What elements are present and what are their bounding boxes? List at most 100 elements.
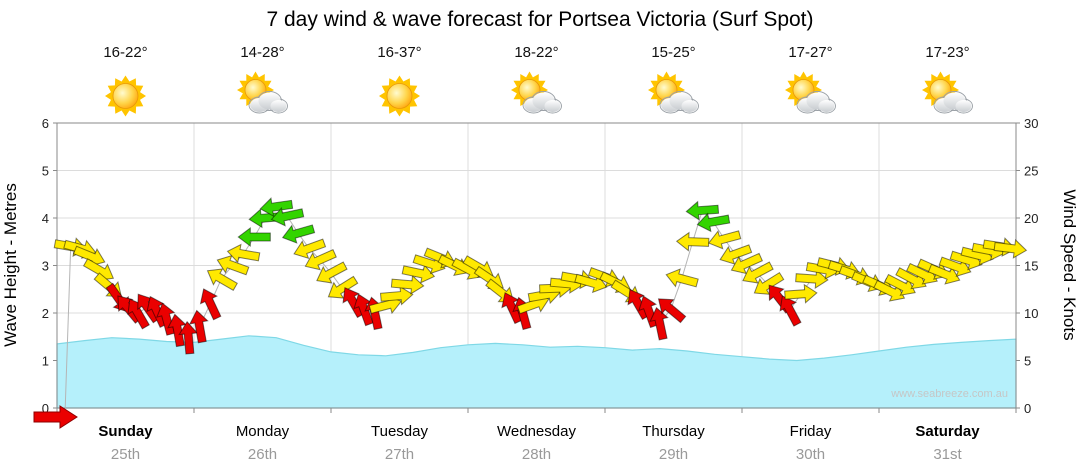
- sun-cloud-icon: [922, 71, 973, 114]
- wind-arrow-glyph: [696, 212, 731, 233]
- sun-disc: [112, 83, 139, 109]
- wind-arrow: [390, 274, 425, 295]
- wind-arrow-glyph: [199, 288, 222, 321]
- wind-arrow: [270, 207, 305, 227]
- wind-arrow: [675, 231, 710, 252]
- wind-arrow-glyph: [226, 243, 261, 264]
- day-date-label: 30th: [796, 446, 825, 463]
- wind-arrow-glyph: [270, 207, 305, 227]
- day-date-label: 29th: [659, 446, 688, 463]
- day-temp-range: 16-37°: [377, 44, 421, 61]
- sun-icon: [105, 75, 146, 117]
- y-right-tick-label: 10: [1024, 306, 1038, 321]
- day-temp-range: 17-27°: [788, 44, 832, 61]
- wind-arrow-glyph: [281, 224, 316, 244]
- wind-arrow-glyph: [675, 231, 710, 252]
- day-temp-range: 14-28°: [240, 44, 284, 61]
- sun-cloud-icon: [785, 71, 836, 114]
- cloud-puff: [681, 100, 698, 112]
- day-name-label: Monday: [236, 423, 290, 440]
- wind-arrow-glyph: [304, 248, 337, 271]
- wind-arrow-glyph: [665, 268, 699, 288]
- y-left-tick-label: 4: [42, 211, 49, 226]
- wind-arrow: [327, 275, 359, 299]
- wind-arrow: [657, 298, 687, 324]
- sun-icon: [379, 75, 420, 117]
- wind-arrow: [316, 261, 348, 284]
- wind-arrow: [281, 224, 316, 244]
- chart-title: 7 day wind & wave forecast for Portsea V…: [266, 8, 813, 31]
- wind-arrow: [993, 238, 1028, 259]
- y-right-tick-label: 25: [1024, 164, 1038, 179]
- y-right-tick-label: 15: [1024, 259, 1038, 274]
- day-name-label: Thursday: [642, 423, 705, 440]
- day-temp-range: 18-22°: [514, 44, 558, 61]
- x-axis: Sunday 25th Monday 26th Tuesday 27th Wednesday…: [56, 408, 1017, 463]
- day-date-label: 31st: [933, 446, 962, 463]
- y-left-tick-label: 5: [42, 164, 49, 179]
- wind-arrow-glyph: [316, 261, 348, 284]
- wind-arrow-glyph: [216, 254, 250, 276]
- day-temp-range: 15-25°: [651, 44, 695, 61]
- wind-arrow: [237, 227, 271, 247]
- wind-arrow-glyph: [784, 283, 818, 304]
- day-date-label: 25th: [111, 446, 140, 463]
- wind-arrow-glyph: [707, 230, 742, 250]
- wind-arrow-glyph: [327, 275, 359, 299]
- day-name-label: Sunday: [98, 423, 153, 440]
- y-right-tick-label: 5: [1024, 354, 1031, 369]
- day-name-label: Tuesday: [371, 423, 428, 440]
- wind-arrow-glyph: [742, 261, 774, 284]
- wind-arrow-glyph: [657, 298, 687, 324]
- y-left-tick-label: 2: [42, 306, 49, 321]
- current-time-arrow-glyph: [33, 405, 78, 429]
- wind-arrow: [719, 244, 753, 265]
- wind-arrow: [730, 252, 764, 275]
- wind-arrow: [259, 197, 294, 217]
- cloud-puff: [270, 100, 287, 112]
- wind-arrow-glyph: [730, 252, 764, 275]
- wind-arrow-glyph: [189, 309, 209, 344]
- y-left-tick-label: 6: [42, 116, 49, 131]
- day-temp-range: 17-23°: [925, 44, 969, 61]
- wind-arrow: [649, 306, 669, 341]
- day-date-label: 27th: [385, 446, 414, 463]
- wind-arrow-glyph: [293, 238, 327, 259]
- y-left-tick-label: 1: [42, 354, 49, 369]
- wind-arrow: [685, 200, 720, 221]
- wind-arrow: [226, 243, 261, 264]
- sun-cloud-icon: [648, 71, 699, 114]
- wind-arrow: [216, 254, 250, 276]
- y-right-axis-title: Wind Speed - Knots: [1060, 189, 1079, 340]
- wind-arrow-glyph: [779, 295, 802, 327]
- day-date-label: 26th: [248, 446, 277, 463]
- day-name-label: Friday: [790, 423, 832, 440]
- current-time-arrow: [33, 405, 78, 429]
- wind-arrow-glyph: [259, 197, 294, 217]
- wind-arrow: [189, 309, 209, 344]
- sun-cloud-icon: [511, 71, 562, 114]
- wind-arrow-glyph: [993, 238, 1028, 259]
- y-right-tick-label: 0: [1024, 401, 1031, 416]
- sun-cloud-icon: [237, 71, 288, 114]
- day-name-label: Wednesday: [497, 423, 576, 440]
- wind-arrow: [779, 295, 802, 327]
- y-left-tick-label: 0: [42, 401, 49, 416]
- wind-arrow: [696, 212, 731, 233]
- wind-arrow-glyph: [237, 227, 271, 247]
- cloud-puff: [955, 100, 972, 112]
- day-name-label: Saturday: [915, 423, 980, 440]
- wind-arrow: [784, 283, 818, 304]
- wave-height-area: [56, 335, 1017, 409]
- y-left-tick-label: 3: [42, 259, 49, 274]
- wind-arrow-glyph: [685, 200, 720, 221]
- watermark: www.seabreeze.com.au: [890, 388, 1008, 400]
- wind-arrow-glyph: [390, 274, 425, 295]
- y-right-tick-label: 20: [1024, 211, 1038, 226]
- wind-arrow: [293, 238, 327, 259]
- day-date-label: 28th: [522, 446, 551, 463]
- plot-area: 0 1 2 3 4 5 6 0 5 10 15 20 25 30: [42, 116, 1039, 416]
- wind-arrow-glyph: [649, 306, 669, 341]
- cloud-puff: [818, 100, 835, 112]
